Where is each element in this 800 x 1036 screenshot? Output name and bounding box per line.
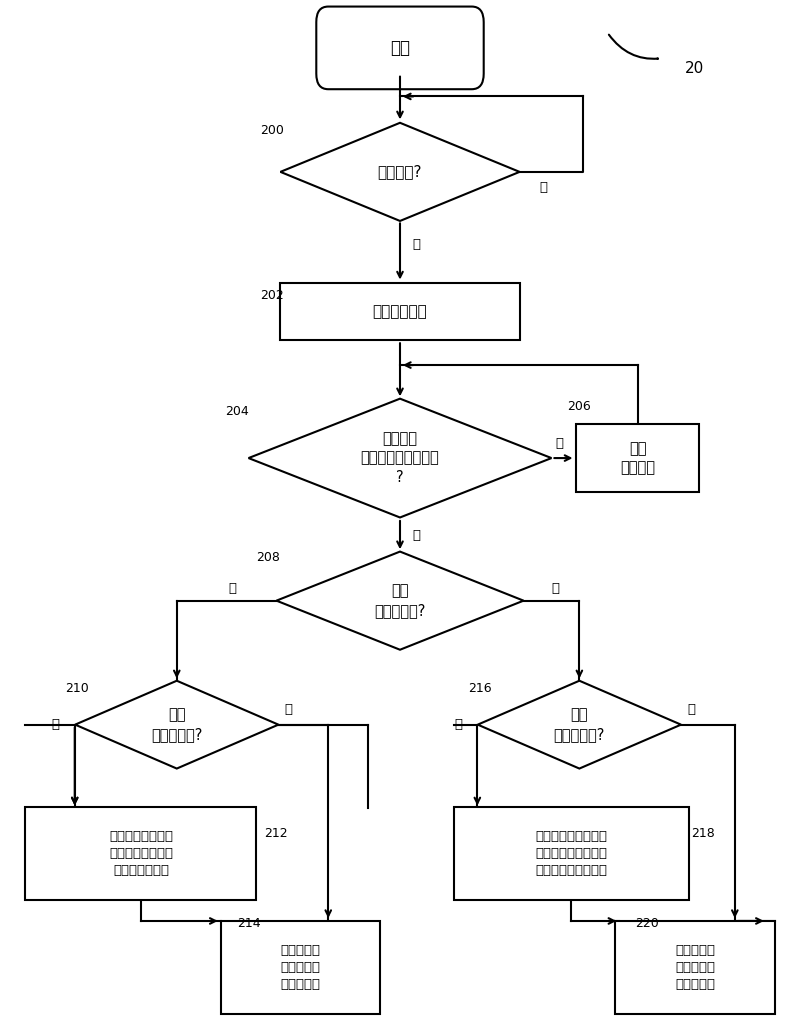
FancyBboxPatch shape — [316, 6, 484, 89]
Text: 210: 210 — [66, 682, 89, 695]
FancyBboxPatch shape — [26, 807, 257, 900]
Polygon shape — [277, 551, 523, 650]
Text: 218: 218 — [691, 827, 715, 839]
Text: 是: 是 — [229, 582, 237, 595]
Text: 开始: 开始 — [390, 39, 410, 57]
Polygon shape — [478, 681, 681, 769]
Text: 212: 212 — [265, 827, 288, 839]
FancyBboxPatch shape — [454, 807, 689, 900]
Text: 启动放电过程: 启动放电过程 — [373, 304, 427, 319]
Text: 操作
系统已启动?: 操作 系统已启动? — [374, 583, 426, 618]
Text: 充电电池
的电量小于一预设值
?: 充电电池 的电量小于一预设值 ? — [361, 431, 439, 486]
Text: 待放电过程
完成后，进
行充电过程: 待放电过程 完成后，进 行充电过程 — [280, 944, 320, 991]
FancyBboxPatch shape — [576, 425, 699, 492]
Text: 待放电过程
完成后，进
行充电过程: 待放电过程 完成后，进 行充电过程 — [675, 944, 715, 991]
Text: 208: 208 — [257, 551, 280, 564]
Text: 204: 204 — [225, 405, 249, 419]
Text: 继续
放电过程: 继续 放电过程 — [620, 440, 655, 476]
Text: 是: 是 — [412, 237, 420, 251]
Text: 否: 否 — [551, 582, 559, 595]
Text: 否: 否 — [539, 181, 547, 194]
Text: 否: 否 — [454, 718, 462, 731]
Polygon shape — [75, 681, 278, 769]
Text: 否: 否 — [555, 437, 563, 450]
Text: 由基本输入输出系统
输出指示信号，要求
使用者连接交流电源: 由基本输入输出系统 输出指示信号，要求 使用者连接交流电源 — [535, 830, 607, 877]
Text: 216: 216 — [468, 682, 491, 695]
Text: 否: 否 — [51, 718, 59, 731]
Text: 214: 214 — [237, 917, 260, 929]
FancyBboxPatch shape — [221, 921, 380, 1014]
FancyArrowPatch shape — [609, 34, 658, 59]
FancyBboxPatch shape — [615, 921, 774, 1014]
Text: 由应用程序输出指
示信号，要求使用
者连接交流电源: 由应用程序输出指 示信号，要求使用 者连接交流电源 — [109, 830, 173, 877]
Text: 是: 是 — [687, 702, 695, 716]
Text: 200: 200 — [261, 124, 284, 137]
Text: 是: 是 — [284, 702, 292, 716]
Polygon shape — [249, 399, 551, 518]
Text: 202: 202 — [261, 289, 284, 303]
Text: 是: 是 — [412, 529, 420, 542]
Text: 按下按键?: 按下按键? — [378, 165, 422, 179]
Text: 206: 206 — [567, 400, 591, 413]
Text: 220: 220 — [635, 917, 659, 929]
Text: 交流
电源已连接?: 交流 电源已连接? — [554, 708, 605, 742]
FancyBboxPatch shape — [281, 283, 519, 340]
Text: 20: 20 — [686, 61, 705, 76]
Polygon shape — [281, 123, 519, 221]
Text: 交流
电源已连接?: 交流 电源已连接? — [151, 708, 202, 742]
